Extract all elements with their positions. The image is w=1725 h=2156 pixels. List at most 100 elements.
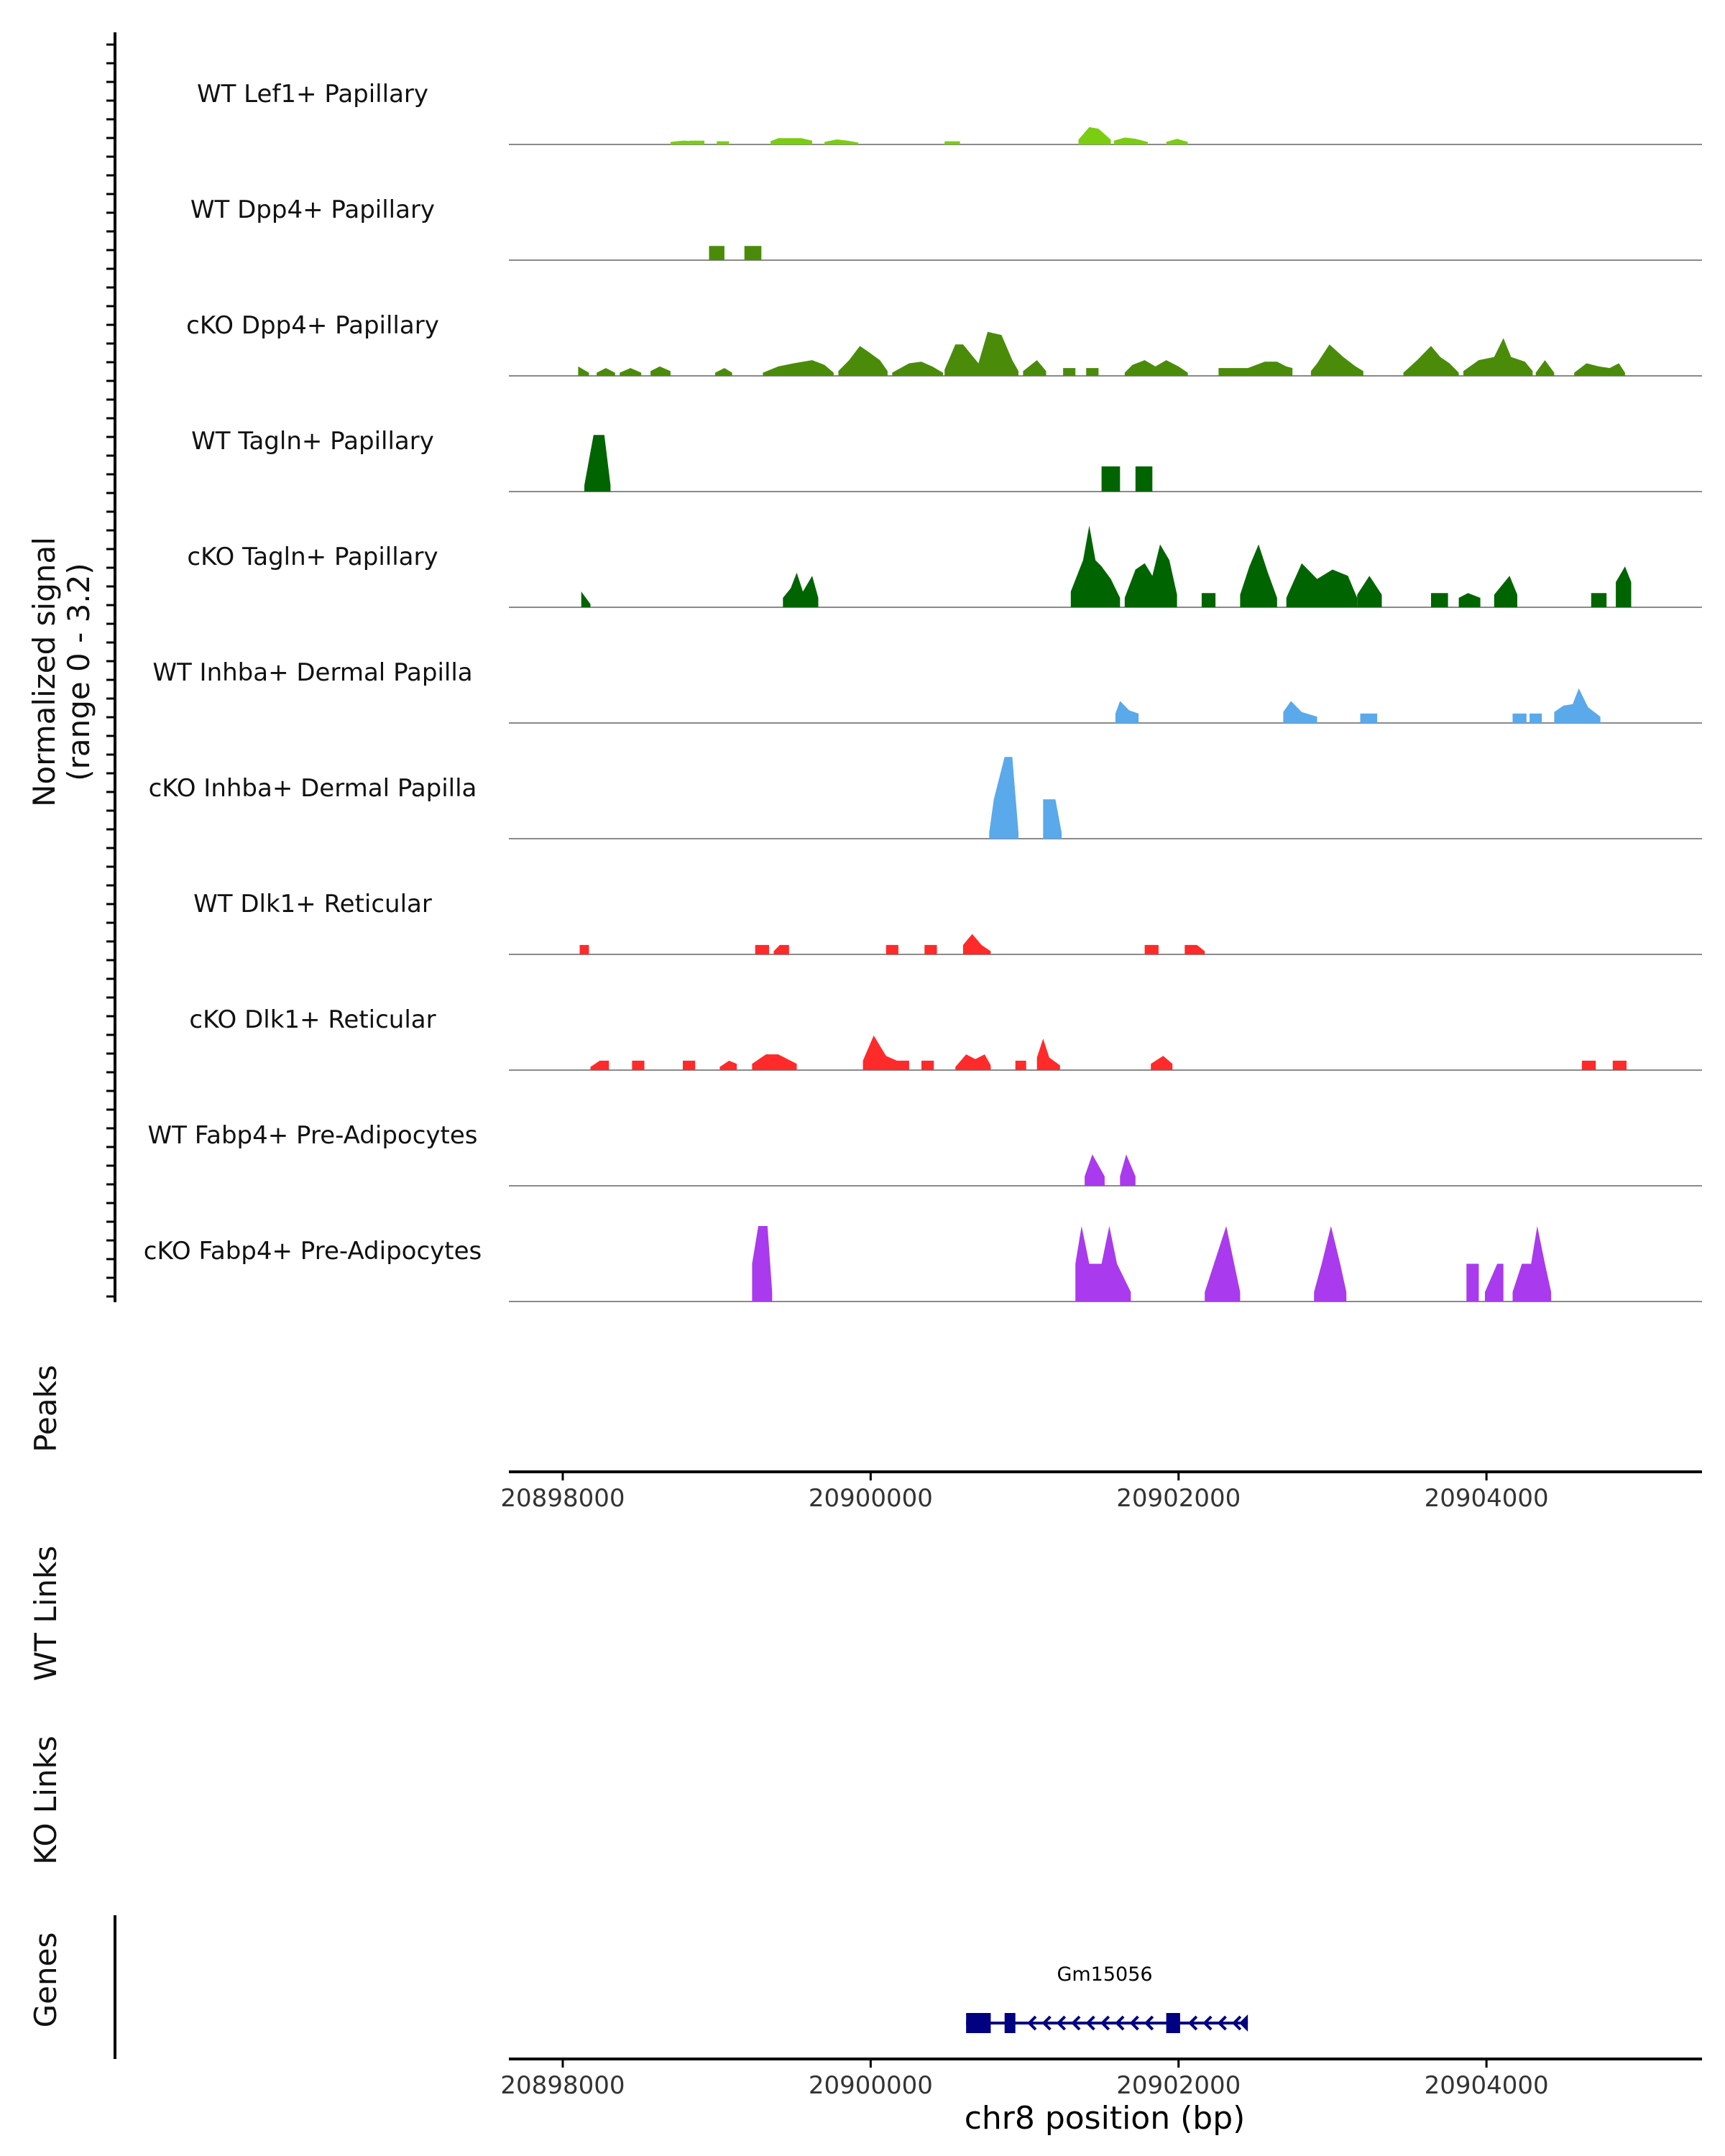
signal-area xyxy=(650,366,671,376)
x-tick-label: 20904000 xyxy=(1425,2071,1549,2100)
signal-area xyxy=(886,944,898,954)
gene-exon xyxy=(966,2013,991,2033)
signal-area xyxy=(1535,360,1555,376)
strand-arrow xyxy=(1100,2015,1110,2031)
signal-area xyxy=(1120,1154,1136,1186)
track-4: WT Tagln+ Papillary xyxy=(191,427,1702,492)
signal-area xyxy=(1101,466,1121,492)
track-5: cKO Tagln+ Papillary xyxy=(187,525,1702,608)
signal-area xyxy=(1240,544,1277,607)
gene-exon xyxy=(1004,2013,1016,2033)
strand-arrow xyxy=(1232,2015,1242,2031)
signal-area xyxy=(1554,688,1601,723)
genes-ylabel: Genes xyxy=(28,1932,63,2028)
signal-area xyxy=(579,944,589,954)
signal-area xyxy=(1023,360,1046,376)
signal-area xyxy=(715,368,732,376)
peaks-x-ticks: 20898000 20900000 20902000 20904000 xyxy=(500,1472,1549,1513)
signal-area xyxy=(1512,713,1527,723)
signal-tracks: WT Lef1+ Papillary WT Dpp4+ Papillary cKO … xyxy=(144,80,1702,1302)
track-label: WT Lef1+ Papillary xyxy=(197,80,428,109)
signal-area xyxy=(1458,593,1481,607)
track-label: WT Dlk1+ Reticular xyxy=(193,890,432,918)
signal-area xyxy=(620,368,642,376)
signal-area xyxy=(1078,126,1111,144)
x-tick-label: 20900000 xyxy=(809,2071,933,2100)
x-tick-label: 20898000 xyxy=(500,1484,625,1513)
signal-area xyxy=(1431,593,1448,607)
signal-area xyxy=(989,757,1018,839)
signal-area xyxy=(1218,361,1293,376)
signal-area xyxy=(1205,1226,1241,1302)
signal-area xyxy=(1360,713,1378,723)
signal-area xyxy=(1314,1226,1347,1302)
track-label: cKO Dpp4+ Papillary xyxy=(186,311,439,340)
track-label: cKO Tagln+ Papillary xyxy=(187,543,438,571)
signal-area xyxy=(1466,1263,1479,1302)
wt-links-ylabel: WT Links xyxy=(28,1546,63,1681)
signal-ylabel-line2: (range 0 - 3.2) xyxy=(61,563,96,781)
strand-arrow xyxy=(1129,2015,1139,2031)
signal-area xyxy=(1485,1263,1504,1302)
signal-area xyxy=(1036,1038,1060,1070)
signal-area xyxy=(1512,1226,1552,1302)
signal-area xyxy=(719,1060,737,1070)
track-label: WT Dpp4+ Papillary xyxy=(190,195,435,224)
signal-area xyxy=(824,139,859,144)
track-label: WT Inhba+ Dermal Papilla xyxy=(152,658,472,687)
signal-area xyxy=(1124,360,1188,376)
strand-arrow xyxy=(1202,2015,1213,2031)
x-tick-label: 20904000 xyxy=(1425,1484,1549,1513)
track-label: WT Fabp4+ Pre-Adipocytes xyxy=(148,1121,478,1150)
signal-area xyxy=(921,1060,934,1070)
signal-area xyxy=(709,246,724,260)
genes-xlabel: chr8 position (bp) xyxy=(965,2100,1246,2137)
signal-area xyxy=(689,140,704,144)
x-tick-label: 20898000 xyxy=(500,2071,625,2100)
signal-area xyxy=(1043,799,1062,839)
signal-area xyxy=(944,141,960,144)
signal-area xyxy=(1086,368,1099,376)
track-9: cKO Dlk1+ Reticular xyxy=(189,1005,1702,1071)
signal-area xyxy=(632,1060,645,1070)
signal-area xyxy=(783,572,819,607)
signal-area xyxy=(1612,1060,1627,1070)
signal-area xyxy=(752,1226,773,1302)
strand-arrow xyxy=(1041,2015,1052,2031)
signal-area xyxy=(962,934,991,954)
signal-area xyxy=(1463,338,1533,376)
peaks-ylabel: Peaks xyxy=(28,1365,63,1452)
track-label: cKO Dlk1+ Reticular xyxy=(189,1005,436,1034)
signal-area xyxy=(1310,344,1363,376)
gene-end-arrow xyxy=(1239,2014,1248,2032)
signal-area xyxy=(892,361,943,376)
signal-area xyxy=(717,141,730,144)
track-1: WT Lef1+ Papillary xyxy=(197,80,1702,145)
signal-y-ticks xyxy=(106,43,115,1298)
track-8: WT Dlk1+ Reticular xyxy=(193,890,1702,955)
track-label: cKO Inhba+ Dermal Papilla xyxy=(149,774,477,803)
signal-area xyxy=(1085,1154,1105,1186)
gene-model xyxy=(966,2013,1248,2033)
signal-area xyxy=(1357,576,1382,607)
signal-area xyxy=(590,1060,610,1070)
signal-area xyxy=(597,368,615,376)
x-tick-label: 20902000 xyxy=(1116,2071,1241,2100)
x-tick-label: 20900000 xyxy=(809,1484,933,1513)
track-10: WT Fabp4+ Pre-Adipocytes xyxy=(148,1121,1702,1187)
track-7: cKO Inhba+ Dermal Papilla xyxy=(149,757,1702,839)
track-6: WT Inhba+ Dermal Papilla xyxy=(152,658,1702,724)
signal-area xyxy=(581,591,591,607)
signal-area xyxy=(1616,566,1632,607)
signal-area xyxy=(584,435,611,492)
strand-arrow xyxy=(1027,2015,1037,2031)
track-label: WT Tagln+ Papillary xyxy=(191,427,434,456)
signal-area xyxy=(1166,139,1188,144)
signal-area xyxy=(1283,701,1317,723)
track-2: WT Dpp4+ Papillary xyxy=(190,195,1702,261)
signal-area xyxy=(944,331,1018,376)
signal-area xyxy=(1115,701,1139,723)
signal-area xyxy=(755,944,769,954)
signal-area xyxy=(1135,466,1153,492)
